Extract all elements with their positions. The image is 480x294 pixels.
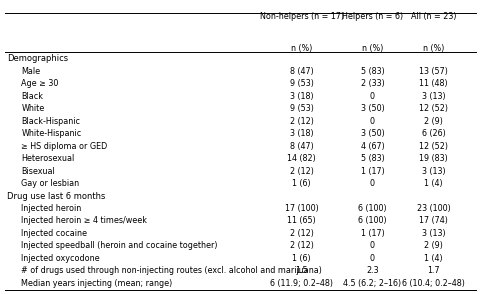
- Text: 19 (83): 19 (83): [419, 154, 447, 163]
- Text: 3 (18): 3 (18): [289, 129, 313, 138]
- Text: 2 (33): 2 (33): [360, 79, 384, 88]
- Text: 3 (13): 3 (13): [421, 167, 444, 176]
- Text: Injected heroin ≥ 4 times/week: Injected heroin ≥ 4 times/week: [21, 216, 147, 225]
- Text: 2 (12): 2 (12): [289, 229, 313, 238]
- Text: Injected cocaine: Injected cocaine: [21, 229, 87, 238]
- Text: 1 (17): 1 (17): [360, 167, 384, 176]
- Text: Non-helpers (n = 17): Non-helpers (n = 17): [259, 12, 343, 21]
- Text: n (%): n (%): [422, 44, 444, 53]
- Text: Black: Black: [21, 92, 43, 101]
- Text: 3 (50): 3 (50): [360, 104, 384, 113]
- Text: 17 (74): 17 (74): [419, 216, 447, 225]
- Text: 23 (100): 23 (100): [416, 204, 450, 213]
- Text: 2 (9): 2 (9): [423, 241, 442, 250]
- Text: Black-Hispanic: Black-Hispanic: [21, 117, 80, 126]
- Text: 12 (52): 12 (52): [419, 104, 447, 113]
- Text: Injected heroin: Injected heroin: [21, 204, 82, 213]
- Text: Drug use last 6 months: Drug use last 6 months: [7, 191, 105, 201]
- Text: 1 (4): 1 (4): [423, 179, 442, 188]
- Text: 3 (13): 3 (13): [421, 229, 444, 238]
- Text: 2 (9): 2 (9): [423, 117, 442, 126]
- Text: 0: 0: [369, 117, 374, 126]
- Text: 13 (57): 13 (57): [419, 67, 447, 76]
- Text: 4 (67): 4 (67): [360, 142, 384, 151]
- Text: White: White: [21, 104, 45, 113]
- Text: Bisexual: Bisexual: [21, 167, 55, 176]
- Text: 2 (12): 2 (12): [289, 241, 313, 250]
- Text: 17 (100): 17 (100): [284, 204, 318, 213]
- Text: 8 (47): 8 (47): [289, 142, 313, 151]
- Text: 3 (50): 3 (50): [360, 129, 384, 138]
- Text: 1 (6): 1 (6): [292, 254, 311, 263]
- Text: Median years injecting (mean; range): Median years injecting (mean; range): [21, 279, 172, 288]
- Text: 0: 0: [369, 241, 374, 250]
- Text: 5 (83): 5 (83): [360, 154, 384, 163]
- Text: 2 (12): 2 (12): [289, 167, 313, 176]
- Text: 1 (17): 1 (17): [360, 229, 384, 238]
- Text: Age ≥ 30: Age ≥ 30: [21, 79, 59, 88]
- Text: Injected oxycodone: Injected oxycodone: [21, 254, 100, 263]
- Text: 6 (11.9; 0.2–48): 6 (11.9; 0.2–48): [270, 279, 333, 288]
- Text: 2 (12): 2 (12): [289, 117, 313, 126]
- Text: 5 (83): 5 (83): [360, 67, 384, 76]
- Text: Gay or lesbian: Gay or lesbian: [21, 179, 79, 188]
- Text: All (n = 23): All (n = 23): [410, 12, 456, 21]
- Text: 6 (100): 6 (100): [358, 216, 386, 225]
- Text: White-Hispanic: White-Hispanic: [21, 129, 82, 138]
- Text: Heterosexual: Heterosexual: [21, 154, 74, 163]
- Text: n (%): n (%): [361, 44, 383, 53]
- Text: 9 (53): 9 (53): [289, 79, 313, 88]
- Text: 3 (13): 3 (13): [421, 92, 444, 101]
- Text: 1.5: 1.5: [295, 266, 308, 275]
- Text: 6 (10.4; 0.2–48): 6 (10.4; 0.2–48): [401, 279, 464, 288]
- Text: # of drugs used through non-injecting routes (excl. alcohol and marijuana): # of drugs used through non-injecting ro…: [21, 266, 322, 275]
- Text: ≥ HS diploma or GED: ≥ HS diploma or GED: [21, 142, 108, 151]
- Text: 6 (100): 6 (100): [358, 204, 386, 213]
- Text: 2.3: 2.3: [365, 266, 378, 275]
- Text: 1 (6): 1 (6): [292, 179, 311, 188]
- Text: 0: 0: [369, 179, 374, 188]
- Text: 1 (4): 1 (4): [423, 254, 442, 263]
- Text: Male: Male: [21, 67, 40, 76]
- Text: 11 (65): 11 (65): [287, 216, 315, 225]
- Text: 1.7: 1.7: [427, 266, 439, 275]
- Text: 4.5 (6.2; 2–16): 4.5 (6.2; 2–16): [343, 279, 401, 288]
- Text: Demographics: Demographics: [7, 54, 68, 63]
- Text: 14 (82): 14 (82): [287, 154, 315, 163]
- Text: 9 (53): 9 (53): [289, 104, 313, 113]
- Text: 0: 0: [369, 92, 374, 101]
- Text: n (%): n (%): [290, 44, 312, 53]
- Text: Helpers (n = 6): Helpers (n = 6): [341, 12, 402, 21]
- Text: Injected speedball (heroin and cocaine together): Injected speedball (heroin and cocaine t…: [21, 241, 217, 250]
- Text: 0: 0: [369, 254, 374, 263]
- Text: 3 (18): 3 (18): [289, 92, 313, 101]
- Text: 12 (52): 12 (52): [419, 142, 447, 151]
- Text: 11 (48): 11 (48): [419, 79, 447, 88]
- Text: 8 (47): 8 (47): [289, 67, 313, 76]
- Text: 6 (26): 6 (26): [421, 129, 444, 138]
